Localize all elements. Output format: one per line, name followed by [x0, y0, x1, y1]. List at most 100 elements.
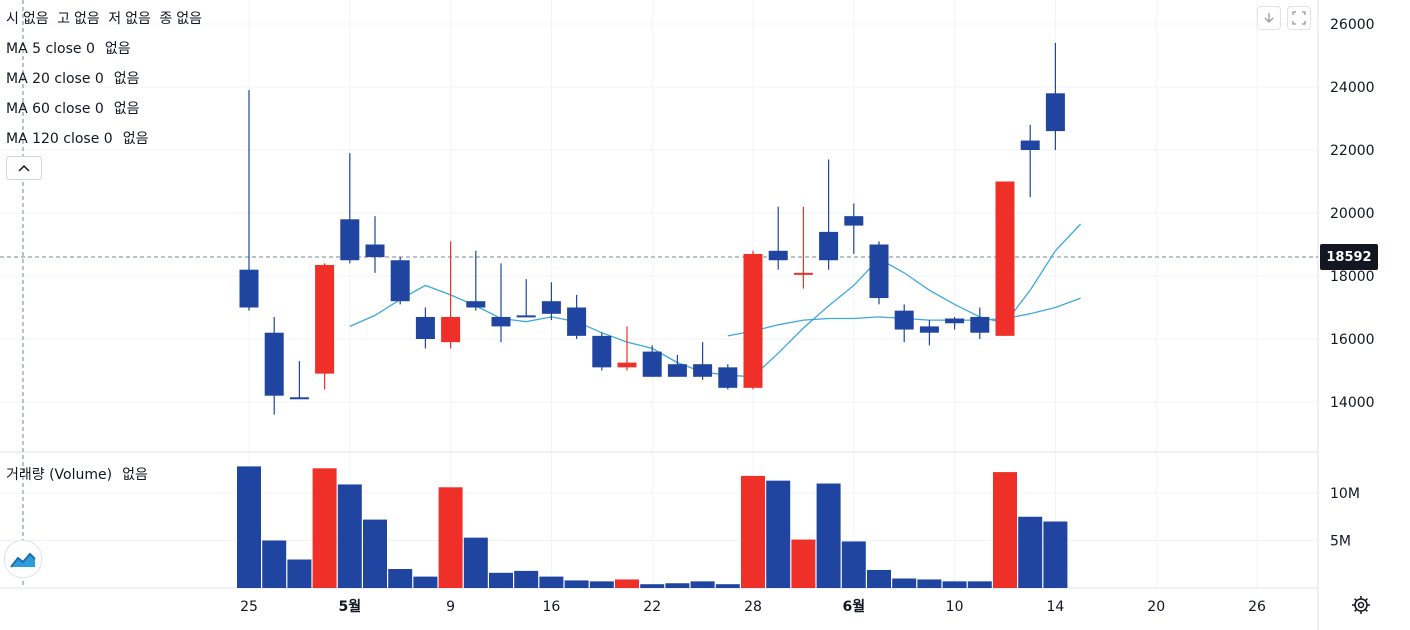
time-tick-label: 9: [446, 599, 455, 615]
ma20-legend[interactable]: MA 20 close 0 없음: [6, 68, 144, 88]
candle-body: [516, 315, 536, 318]
axes: 14000 16000 18000 20000 22000 24000 26000 5M 10M…: [240, 17, 1374, 615]
volume-bar: [438, 487, 463, 588]
time-tick-label: 5월: [338, 598, 361, 615]
ma60-legend[interactable]: MA 60 close 0 없음: [6, 98, 144, 118]
price-tick-label: 14000: [1330, 395, 1375, 411]
volume-bar: [237, 466, 261, 588]
volume-bar: [816, 483, 841, 588]
volume-bar: [791, 539, 816, 588]
volume-bar: [262, 540, 287, 588]
ma60-label: MA 60 close 0: [6, 101, 104, 117]
volume-bar: [337, 484, 362, 588]
candle-body: [365, 244, 385, 258]
chevron-up-icon: [18, 164, 30, 172]
volume-bar: [363, 519, 387, 588]
legend-open-label: 시: [6, 11, 19, 27]
volume-bar: [489, 572, 513, 588]
ma5-line: [349, 223, 1082, 378]
candle-body: [1020, 140, 1040, 150]
time-tick-label: 10: [946, 599, 964, 615]
legend-high-value: 없음: [74, 11, 100, 27]
volume-bar: [287, 559, 312, 588]
volume-legend[interactable]: 거래량 (Volume) 없음: [6, 464, 152, 484]
candle-body: [869, 244, 889, 299]
candle-body: [466, 301, 486, 308]
ma5-label: MA 5 close 0: [6, 41, 95, 57]
legend-open-value: 없음: [22, 11, 49, 27]
candle-body: [768, 250, 788, 261]
candle-body: [491, 316, 511, 327]
time-tick-label: 28: [744, 599, 762, 615]
fullscreen-button[interactable]: [1287, 6, 1311, 30]
volume-bar: [665, 583, 690, 588]
volume-bar: [867, 569, 891, 588]
time-tick-label: 6월: [842, 598, 865, 615]
gear-icon: [1352, 596, 1370, 614]
collapse-legend-button[interactable]: [6, 156, 42, 180]
volume-label: 거래량 (Volume): [6, 467, 113, 483]
legend-low-value: 없음: [125, 11, 151, 27]
candle-body: [592, 335, 612, 368]
candle-body: [415, 316, 435, 339]
volume-bar: [413, 576, 438, 588]
scroll-to-latest-button[interactable]: [1257, 6, 1281, 30]
candle-body: [743, 253, 763, 388]
candle-body: [441, 316, 461, 343]
time-tick-label: 20: [1147, 599, 1165, 615]
settings-button[interactable]: [1350, 594, 1372, 616]
volume-bar: [539, 576, 564, 588]
candle-body: [617, 362, 637, 368]
price-tick-label: 18000: [1330, 269, 1375, 285]
volume-tick-label: 10M: [1330, 486, 1360, 502]
volume-bar: [917, 579, 942, 588]
volume-bar: [892, 578, 917, 588]
volume-bar: [615, 579, 639, 588]
price-tick-label: 20000: [1330, 206, 1375, 222]
volume-bar: [841, 541, 866, 588]
ma60-value: 없음: [113, 101, 140, 117]
ohlc-legend: 시 없음 고 없음 저 없음 종 없음: [6, 8, 206, 28]
candle-body: [970, 316, 990, 333]
price-tick-label: 24000: [1330, 80, 1375, 96]
ma5-value: 없음: [104, 41, 131, 57]
volume-bar: [766, 480, 791, 588]
volume-bar: [1043, 521, 1068, 588]
legend-high-label: 고: [57, 11, 70, 27]
tradingview-logo[interactable]: [4, 540, 42, 578]
volume-bars: [237, 466, 1068, 588]
fullscreen-icon: [1292, 11, 1306, 25]
ma120-label: MA 120 close 0: [6, 131, 113, 147]
volume-bar: [388, 569, 413, 588]
time-tick-label: 26: [1248, 599, 1266, 615]
ma120-value: 없음: [122, 131, 149, 147]
candle-body: [264, 332, 284, 396]
time-tick-label: 22: [643, 599, 661, 615]
legend-low-label: 저: [108, 11, 122, 27]
candle-body: [945, 318, 965, 324]
candle-body: [239, 269, 259, 308]
volume-bar: [690, 581, 715, 588]
volume-value: 없음: [122, 467, 148, 483]
candles: [239, 42, 1065, 415]
volume-bar: [312, 468, 337, 588]
candle-body: [390, 260, 410, 302]
candle-body: [340, 219, 360, 261]
candle-body: [718, 367, 738, 388]
grid-lines: [0, 0, 1319, 630]
volume-bar: [993, 472, 1017, 588]
volume-bar: [1018, 516, 1043, 588]
logo-icon: [10, 552, 36, 568]
ma5-legend[interactable]: MA 5 close 0 없음: [6, 38, 135, 58]
arrow-down-icon: [1264, 13, 1274, 23]
candle-body: [819, 231, 839, 261]
time-tick-label: 14: [1046, 599, 1064, 615]
candle-body: [894, 310, 914, 330]
candle-body: [844, 216, 864, 226]
candle-body: [693, 364, 713, 377]
volume-bar: [942, 581, 967, 588]
ma120-legend[interactable]: MA 120 close 0 없음: [6, 128, 152, 148]
candle-body: [567, 307, 587, 336]
volume-bar: [564, 580, 589, 588]
